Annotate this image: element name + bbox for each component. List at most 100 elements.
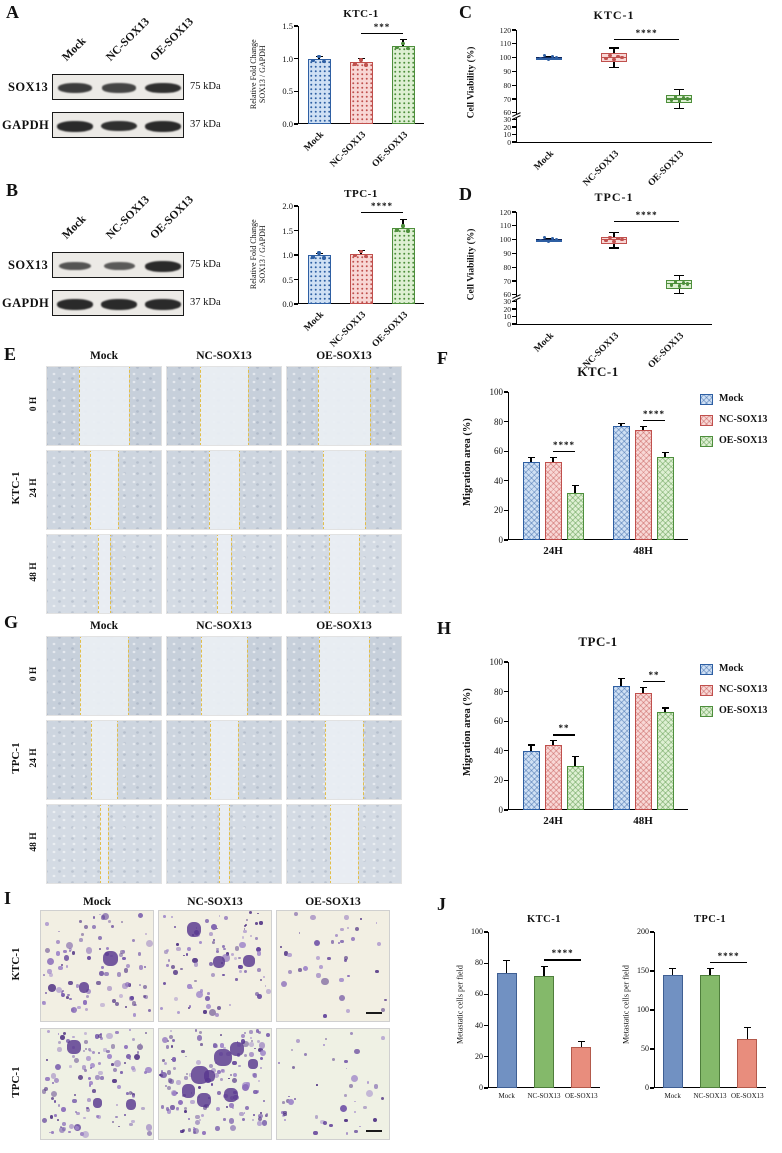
stained-cell xyxy=(320,1119,325,1125)
y-tick xyxy=(512,301,516,303)
stained-cell xyxy=(217,1070,222,1075)
stained-cell xyxy=(51,1081,55,1085)
data-point xyxy=(317,54,321,59)
data-point xyxy=(542,235,547,240)
stained-cell xyxy=(116,972,122,978)
error-bar xyxy=(552,457,554,462)
error-bar-cap xyxy=(527,744,535,746)
stained-cell xyxy=(61,1107,66,1112)
stained-cell xyxy=(145,933,148,936)
wound-image-tpc-1-24h-oe-sox13 xyxy=(286,720,402,800)
bar-nc-sox13-48h xyxy=(634,693,652,810)
stained-cell xyxy=(208,1063,214,1069)
error-bar-cap xyxy=(503,959,511,961)
stained-cell xyxy=(166,1070,172,1075)
stained-cell xyxy=(91,924,97,930)
stained-cell xyxy=(130,995,135,1000)
stained-cell xyxy=(259,979,262,982)
bar-mock-48h xyxy=(612,426,630,540)
stained-cell xyxy=(384,998,387,1002)
data-point xyxy=(311,255,315,259)
stained-cell xyxy=(216,927,218,930)
y-tick-label: 20 xyxy=(494,775,503,786)
significance-line xyxy=(361,32,403,34)
chart-title: KTC-1 xyxy=(343,8,379,20)
legend-swatch xyxy=(700,685,713,696)
y-tick xyxy=(512,84,516,86)
wound-edge-line xyxy=(358,805,360,883)
stained-cell xyxy=(222,973,225,977)
stained-cell xyxy=(185,1072,188,1075)
y-tick xyxy=(512,323,516,325)
y-tick xyxy=(512,266,516,268)
bar-nc-sox13-48h xyxy=(634,430,652,540)
stained-cell xyxy=(170,1029,173,1032)
time-point-label: 48 H xyxy=(29,562,39,582)
stained-cell xyxy=(83,1031,87,1035)
legend-label: NC-SOX13 xyxy=(719,414,768,425)
stained-cell xyxy=(145,1124,152,1131)
y-tick xyxy=(512,280,516,282)
stained-cell xyxy=(89,1062,95,1068)
y-tick-label: 120 xyxy=(499,25,511,35)
stained-cell xyxy=(42,1118,48,1124)
y-tick-label: 20 xyxy=(503,304,512,314)
significance-stars: **** xyxy=(371,201,393,212)
stained-cell xyxy=(98,1062,102,1066)
wound-edge-line xyxy=(238,451,240,529)
stained-cell xyxy=(238,969,242,973)
legend-swatch xyxy=(700,415,713,426)
stained-cell xyxy=(316,955,321,960)
stained-cell xyxy=(222,954,230,962)
stained-cell xyxy=(255,1029,260,1033)
stained-cell xyxy=(174,997,179,1002)
y-tick-label: 30 xyxy=(503,297,512,307)
plot-area xyxy=(508,392,688,540)
stained-cell xyxy=(259,921,263,925)
y-tick xyxy=(512,133,516,136)
stained-cell xyxy=(168,1034,173,1039)
y-tick-label: 80 xyxy=(475,958,483,968)
stained-cell xyxy=(205,996,211,1001)
panel-label-a: A xyxy=(6,2,19,22)
stained-cell xyxy=(124,1061,127,1064)
stained-cell xyxy=(47,969,52,974)
stained-cell xyxy=(164,950,168,954)
stained-cell xyxy=(131,1001,137,1006)
stained-cell xyxy=(265,1114,268,1117)
stained-cell xyxy=(76,1111,80,1116)
stained-cell xyxy=(218,915,221,918)
stained-cell xyxy=(294,1097,297,1100)
error-bar xyxy=(530,744,532,751)
stained-cell xyxy=(187,1127,192,1132)
stained-cell-cluster xyxy=(197,1093,212,1107)
y-tick xyxy=(512,57,516,59)
stained-cell xyxy=(249,1052,254,1057)
stained-cell xyxy=(244,924,247,927)
stained-cell xyxy=(97,1033,102,1038)
wound-gap xyxy=(325,721,363,799)
stained-cell xyxy=(194,1119,201,1126)
stained-cell xyxy=(256,968,261,973)
stained-cell xyxy=(343,955,348,961)
stained-cell xyxy=(176,946,181,951)
stained-cell xyxy=(87,1048,91,1052)
stained-cell-cluster xyxy=(125,1099,137,1110)
stained-cell xyxy=(139,983,141,986)
y-tick-label: 90 xyxy=(503,66,512,76)
stained-cell xyxy=(192,1131,196,1135)
stained-cell xyxy=(45,948,51,953)
stained-cell xyxy=(225,1106,228,1109)
stained-cell xyxy=(91,1051,95,1055)
stained-cell xyxy=(196,1035,202,1041)
stained-cell xyxy=(72,1099,77,1104)
legend-swatch xyxy=(700,436,713,447)
stained-cell xyxy=(199,1031,203,1035)
y-tick-label: 60 xyxy=(503,290,512,300)
stained-cell xyxy=(200,989,204,993)
stained-cell xyxy=(250,1036,253,1040)
stained-cell xyxy=(63,1031,67,1035)
stained-cell xyxy=(360,918,363,921)
wound-image-ktc-1-24h-mock xyxy=(46,450,162,530)
stained-cell xyxy=(237,1064,241,1068)
